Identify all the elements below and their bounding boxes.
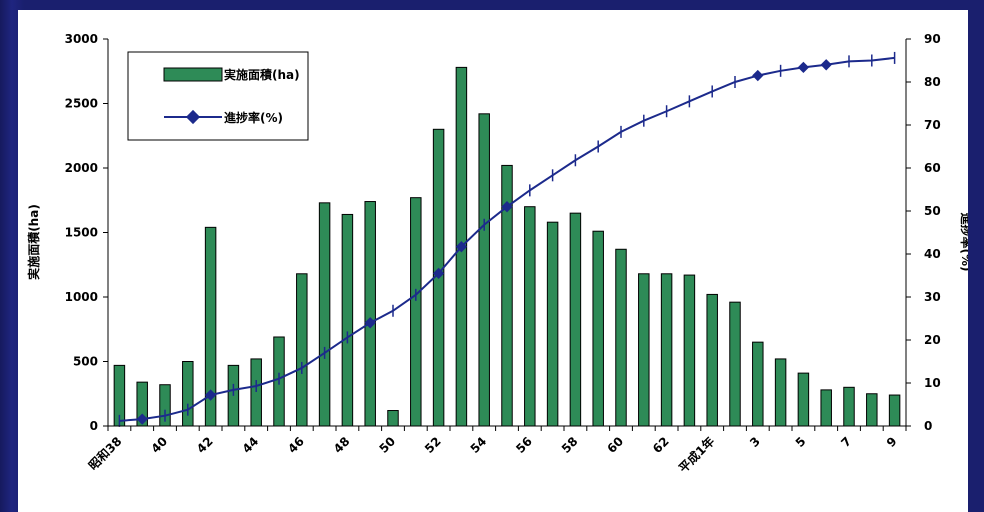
y-tick-label: 3000 (65, 32, 98, 46)
x-tick-label: 52 (422, 434, 444, 456)
y-axis-left-ticks: 0 500 1000 1500 2000 2500 3000 (65, 32, 108, 433)
y2-tick-label: 40 (924, 247, 941, 261)
line-point (455, 241, 468, 253)
bar (683, 274, 696, 427)
x-tick-label: 54 (468, 434, 490, 456)
bar (866, 393, 878, 427)
x-axis-ticks: 昭和38 40 42 44 46 48 50 52 54 56 58 60 62 平成1年 3 5 7 9 (85, 426, 907, 476)
x-tick-label: 50 (376, 434, 398, 456)
bar (364, 201, 376, 427)
bar (615, 248, 627, 427)
y2-tick-label: 70 (924, 118, 941, 132)
y2-tick-label: 30 (924, 290, 941, 304)
y-axis-title: 実施面積(ha) (26, 204, 41, 280)
y2-tick-label: 60 (924, 161, 941, 175)
legend-bar-swatch (163, 67, 223, 82)
bar (569, 212, 582, 427)
line-point (820, 59, 832, 71)
bar (592, 230, 604, 427)
legend-line-label: 進捗率(%) (224, 110, 283, 125)
y-tick-label: 1000 (65, 290, 98, 304)
x-tick-label: 58 (559, 434, 581, 456)
bar (546, 221, 559, 427)
bar (524, 206, 536, 427)
y2-tick-label: 50 (924, 204, 941, 218)
x-tick-label: 42 (194, 434, 216, 456)
y-tick-label: 1500 (65, 226, 98, 240)
bar (843, 386, 855, 427)
x-tick-label: 40 (148, 434, 170, 456)
x-tick-label: 44 (240, 434, 262, 456)
y-tick-label: 0 (90, 419, 98, 433)
bar (341, 213, 354, 427)
bar (478, 113, 490, 427)
x-tick-label: 3 (747, 434, 763, 450)
legend-box (127, 51, 309, 141)
x-tick-label: 60 (604, 434, 626, 456)
line-point (364, 317, 376, 329)
bar (752, 341, 764, 427)
line-point (501, 201, 513, 213)
legend-bar-label: 実施面積(ha) (224, 67, 300, 82)
line-series (118, 51, 896, 427)
bar (797, 372, 810, 427)
y-tick-label: 2000 (65, 161, 98, 175)
y2-tick-label: 80 (924, 75, 941, 89)
bar (706, 293, 718, 427)
y2-axis-title: 進捗率(%) (959, 213, 968, 272)
bar (182, 361, 194, 427)
bar (410, 197, 422, 427)
x-tick-label: 9 (884, 434, 900, 450)
y2-tick-label: 90 (924, 32, 941, 46)
x-tick-label: 46 (285, 434, 307, 456)
y-tick-label: 500 (73, 355, 98, 369)
x-tick-label: 48 (331, 434, 353, 456)
x-tick-label: 平成1年 (675, 434, 717, 476)
line-point (204, 389, 217, 401)
bar (774, 358, 787, 427)
x-tick-label: 7 (838, 434, 854, 450)
chart-panel: 0 500 1000 1500 2000 2500 3000 0 10 20 30 40 50 60 70… (18, 10, 968, 512)
line-point (752, 69, 764, 82)
x-tick-label: 62 (650, 434, 672, 456)
y-axis-right-ticks: 0 10 20 30 40 50 60 70 80 90 (906, 32, 941, 433)
bar (729, 301, 741, 427)
legend: 実施面積(ha) 進捗率(%) (127, 51, 309, 141)
bar (250, 358, 262, 427)
line-point (797, 61, 810, 74)
bar (888, 394, 901, 427)
y2-tick-label: 20 (924, 333, 941, 347)
x-tick-label: 56 (513, 434, 535, 456)
x-tick-label: 5 (793, 434, 809, 450)
x-tick-label: 昭和38 (85, 434, 124, 473)
bar (820, 389, 832, 427)
bar (318, 202, 331, 427)
line-point (432, 267, 445, 280)
bar (638, 273, 650, 427)
y2-tick-label: 0 (924, 419, 932, 433)
bar (296, 273, 308, 427)
bar (387, 410, 399, 427)
y-tick-label: 2500 (65, 97, 98, 111)
bar (660, 273, 673, 427)
y2-tick-label: 10 (924, 376, 941, 390)
